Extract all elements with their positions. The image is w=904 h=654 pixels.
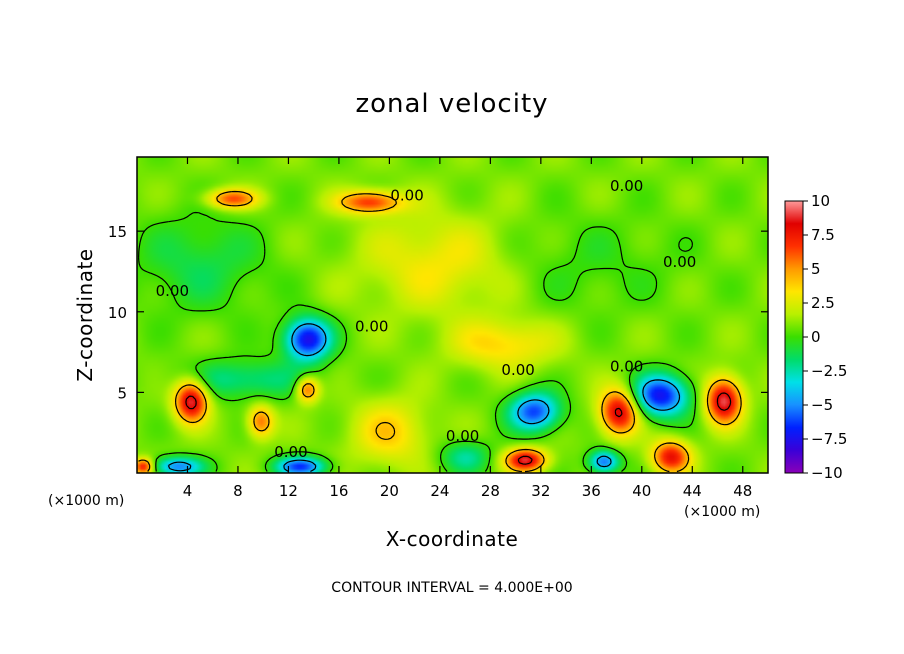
x-tick-label: 40 (632, 482, 651, 500)
contour-labels: 0.00 0.00 0.00 0.00 0.00 0.00 0.00 0.00 0.00 (156, 177, 697, 461)
heatmap-field (137, 157, 768, 473)
y-axis-ticks: 5 10 15 (108, 223, 768, 402)
chart-title: zonal velocity (355, 89, 548, 119)
colorbar-tick-label: −10 (811, 464, 843, 482)
y-tick-label: 15 (108, 223, 127, 241)
colorbar-tick-label: 10 (811, 192, 830, 210)
contour-label: 0.00 (663, 253, 696, 271)
y-tick-label: 5 (117, 384, 127, 402)
contour-label: 0.00 (501, 361, 534, 379)
contour-lines (138, 190, 742, 473)
contour-interval-note: CONTOUR INTERVAL = 4.000E+00 (331, 580, 572, 596)
contour-label: 0.00 (355, 317, 388, 335)
colorbar-tick-label: 5 (811, 260, 821, 278)
x-tick-label: 48 (733, 482, 752, 500)
contour-label: 0.00 (156, 282, 189, 300)
x-tick-label: 36 (582, 482, 601, 500)
x-tick-label: 44 (683, 482, 702, 500)
x-tick-label: 28 (481, 482, 500, 500)
contour-label: 0.00 (274, 443, 307, 461)
y-tick-label: 10 (108, 304, 127, 322)
x-tick-label: 4 (183, 482, 193, 500)
colorbar-fill (785, 201, 803, 473)
colorbar: 10 7.5 5 2.5 0 −2.5 −5 −7.5 −10 (784, 192, 847, 482)
contour-line (138, 190, 742, 473)
plot-frame (136, 156, 769, 474)
contour-line (167, 323, 681, 473)
colorbar-tick-label: 7.5 (811, 226, 835, 244)
x-tick-label: 32 (531, 482, 550, 500)
x-tick-label: 20 (380, 482, 399, 500)
contour-label: 0.00 (390, 187, 423, 205)
colorbar-tick-label: −2.5 (811, 362, 847, 380)
x-tick-label: 24 (430, 482, 449, 500)
x-unit-left: (×1000 m) (48, 493, 124, 509)
x-axis-label: X-coordinate (386, 527, 519, 551)
contour-label: 0.00 (610, 358, 643, 376)
contour-label: 0.00 (610, 177, 643, 195)
contour-line (185, 392, 732, 465)
colorbar-ticks: 10 7.5 5 2.5 0 −2.5 −5 −7.5 −10 (803, 192, 847, 482)
plot-area: 0.00 0.00 0.00 0.00 0.00 0.00 0.00 0.00 0.00 (136, 156, 769, 474)
colorbar-tick-label: −5 (811, 396, 833, 414)
x-unit-right: (×1000 m) (684, 504, 760, 520)
contour-line (138, 211, 697, 472)
colorbar-tick-label: −7.5 (811, 430, 847, 448)
x-tick-label: 16 (329, 482, 348, 500)
colorbar-tick-label: 0 (811, 328, 821, 346)
y-axis-label: Z-coordinate (73, 248, 97, 381)
colorbar-frame (784, 200, 804, 474)
contour-label: 0.00 (446, 427, 479, 445)
x-tick-label: 12 (279, 482, 298, 500)
x-tick-label: 8 (233, 482, 243, 500)
x-axis-ticks: 4 8 12 16 20 24 28 32 36 40 44 48 (183, 157, 752, 500)
colorbar-tick-label: 2.5 (811, 294, 835, 312)
